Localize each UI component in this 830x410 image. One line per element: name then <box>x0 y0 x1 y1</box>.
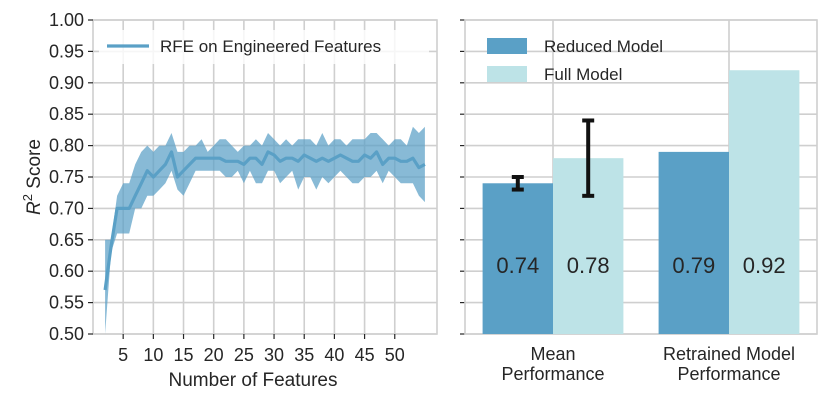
x-tick-label: 30 <box>264 345 284 365</box>
y-tick-label: 0.70 <box>49 198 84 218</box>
y-tick-label: 0.80 <box>49 136 84 156</box>
x-tick-label: 20 <box>204 345 224 365</box>
x-category-label: Performance <box>677 364 780 384</box>
x-tick-label: 45 <box>355 345 375 365</box>
x-axis-title: Number of Features <box>169 370 338 391</box>
y-tick-label: 0.95 <box>49 41 84 61</box>
legend-label-rfe: RFE on Engineered Features <box>160 37 381 56</box>
y-axis-title-superscript: 2 <box>20 194 35 201</box>
bar-value-label: 0.79 <box>672 253 715 278</box>
legend-label-full-model: Full Model <box>544 65 622 84</box>
y-axis-title-symbol: R <box>24 201 45 215</box>
series-line-rfe <box>103 150 426 291</box>
x-tick-label: 5 <box>118 345 128 365</box>
x-category-label: Retrained Model <box>663 344 795 364</box>
left-panel: 0.50 0.55 0.60 0.65 0.70 0.75 0.80 0.85 0.90 0.95… <box>20 10 438 391</box>
x-tick-label: 15 <box>174 345 194 365</box>
y-tick-label: 0.75 <box>49 167 84 187</box>
y-tick-label: 0.90 <box>49 73 84 93</box>
y-tick-label: 0.55 <box>49 293 84 313</box>
y-tick-label: 0.65 <box>49 230 84 250</box>
x-tick-label: 40 <box>324 345 344 365</box>
bar-reduced-model <box>482 183 553 334</box>
y-tick-label: 0.85 <box>49 104 84 124</box>
x-category-label: Performance <box>501 364 604 384</box>
legend-box <box>99 30 429 64</box>
bar-reduced-model <box>658 151 729 334</box>
x-category-label: Mean <box>530 344 575 364</box>
right-panel: 0.74 0.790.78 0.92MeanPerformanceRetrained… <box>460 19 818 384</box>
x-tick-label: 50 <box>385 345 405 365</box>
y-tick-label: 1.00 <box>49 10 84 30</box>
legend-swatch-reduced-model <box>487 38 527 54</box>
legend-label-reduced-model: Reduced Model <box>544 37 663 56</box>
y-axis-title-text: Score <box>24 139 45 194</box>
x-tick-label: 35 <box>294 345 314 365</box>
bar-value-label: 0.74 <box>496 253 539 278</box>
y-tick-label: 0.50 <box>49 324 84 344</box>
y-tick-label: 0.60 <box>49 261 84 281</box>
x-tick-label: 25 <box>234 345 254 365</box>
bar-full-model <box>729 70 800 335</box>
right-plot-frame <box>464 19 818 335</box>
x-tick-label: 10 <box>143 345 163 365</box>
bar-value-label: 0.78 <box>567 253 610 278</box>
confidence-band <box>105 126 425 334</box>
y-axis-title: R2 Score <box>20 139 45 215</box>
legend-swatch-full-model <box>487 66 527 82</box>
bar-value-label: 0.92 <box>743 253 786 278</box>
